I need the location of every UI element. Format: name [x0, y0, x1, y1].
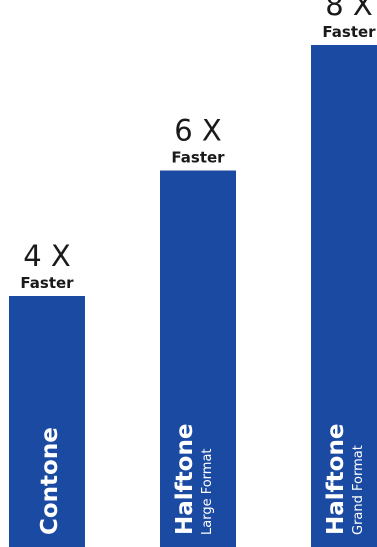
- category-sublabel: Grand Format: [351, 445, 366, 535]
- category-label: Halftone: [172, 424, 198, 535]
- data-sublabel: Faster: [171, 149, 225, 167]
- category-label: Contone: [37, 427, 63, 535]
- data-label: 8 X: [325, 0, 373, 22]
- bar: [9, 296, 85, 547]
- bar: [311, 45, 377, 547]
- bar: [160, 170, 236, 547]
- data-label: 4 X: [23, 239, 71, 273]
- data-label: 6 X: [174, 114, 222, 148]
- category-sublabel: Large Format: [200, 448, 215, 535]
- category-label: Halftone: [323, 424, 349, 535]
- data-sublabel: Faster: [20, 274, 74, 292]
- data-sublabel: Faster: [322, 23, 376, 41]
